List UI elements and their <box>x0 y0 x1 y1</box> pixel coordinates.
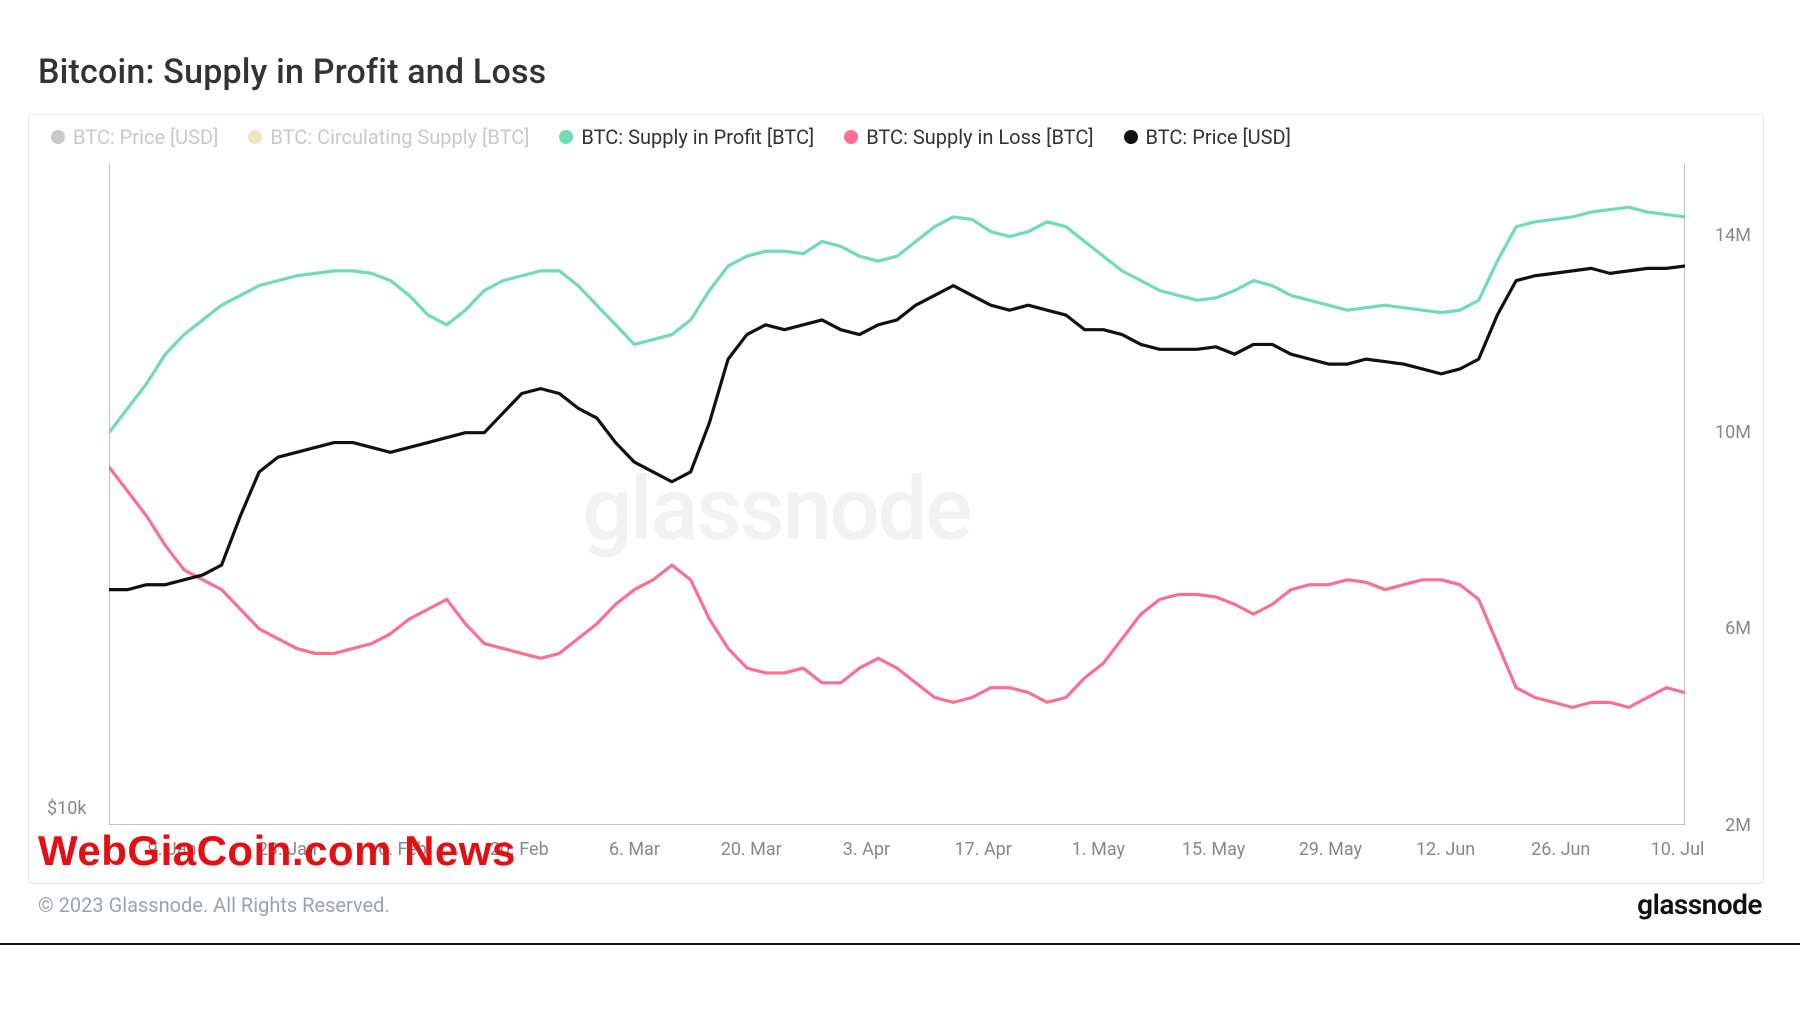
x-tick-label: 26. Jun <box>1531 839 1590 860</box>
overlay-news-text: WebGiaCoin.com News <box>38 827 516 875</box>
plot-area: glassnode <box>109 163 1685 825</box>
y-right-tick-label: 6M <box>1725 618 1751 639</box>
legend-label: BTC: Price [USD] <box>1146 125 1291 149</box>
y-left-tick-label: $10k <box>47 798 86 819</box>
legend-dot-icon <box>1124 130 1138 144</box>
brand-logo: glassnode <box>1637 888 1762 921</box>
footer-divider <box>0 943 1800 945</box>
chart-container: BTC: Price [USD] BTC: Circulating Supply … <box>28 114 1764 884</box>
overlay-news-row: WebGiaCoin.com News <box>38 827 516 875</box>
series-line-price <box>109 266 1685 590</box>
legend-item-4[interactable]: BTC: Price [USD] <box>1124 125 1291 149</box>
x-tick-label: 1. May <box>1072 839 1125 860</box>
x-tick-label: 17. Apr <box>955 839 1012 860</box>
footer-row: © 2023 Glassnode. All Rights Reserved. g… <box>38 888 1762 921</box>
legend-item-1[interactable]: BTC: Circulating Supply [BTC] <box>248 125 529 149</box>
legend-dot-icon <box>248 130 262 144</box>
x-tick-label: 20. Mar <box>721 839 782 860</box>
x-tick-label: 15. May <box>1182 839 1245 860</box>
legend-item-2[interactable]: BTC: Supply in Profit [BTC] <box>559 125 814 149</box>
series-line-loss <box>109 467 1685 707</box>
x-tick-label: 3. Apr <box>843 839 890 860</box>
copyright-text: © 2023 Glassnode. All Rights Reserved. <box>38 893 390 917</box>
legend-label: BTC: Supply in Loss [BTC] <box>866 125 1093 149</box>
legend-dot-icon <box>844 130 858 144</box>
legend: BTC: Price [USD] BTC: Circulating Supply … <box>51 125 1291 149</box>
legend-label: BTC: Price [USD] <box>73 125 218 149</box>
page-root: Bitcoin: Supply in Profit and Loss BTC: … <box>0 0 1800 1013</box>
chart-title: Bitcoin: Supply in Profit and Loss <box>38 52 1772 92</box>
chart-svg <box>109 163 1685 825</box>
y-right-tick-label: 14M <box>1715 225 1751 246</box>
x-tick-label: 29. May <box>1299 839 1362 860</box>
y-right-tick-label: 10M <box>1715 422 1751 443</box>
legend-dot-icon <box>559 130 573 144</box>
legend-label: BTC: Circulating Supply [BTC] <box>270 125 529 149</box>
x-tick-label: 12. Jun <box>1416 839 1475 860</box>
y-right-tick-label: 2M <box>1725 815 1751 836</box>
x-tick-label: 6. Mar <box>609 839 660 860</box>
x-tick-label: 10. Jul <box>1651 839 1705 860</box>
legend-dot-icon <box>51 130 65 144</box>
legend-item-3[interactable]: BTC: Supply in Loss [BTC] <box>844 125 1093 149</box>
legend-item-0[interactable]: BTC: Price [USD] <box>51 125 218 149</box>
legend-label: BTC: Supply in Profit [BTC] <box>581 125 814 149</box>
